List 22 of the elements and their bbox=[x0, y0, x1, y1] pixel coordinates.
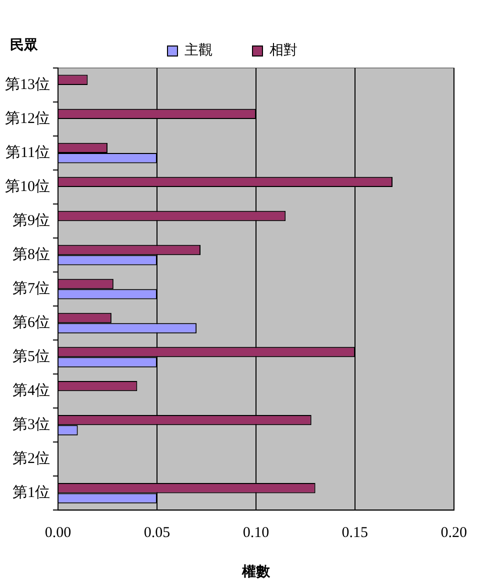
x-tick-label: 0.15 bbox=[342, 525, 368, 542]
y-tick-label: 第12位 bbox=[5, 110, 50, 127]
y-tick-label: 第10位 bbox=[5, 178, 50, 195]
y-tick-label: 第7位 bbox=[12, 280, 50, 298]
y-tick-label: 第9位 bbox=[12, 212, 50, 230]
legend-label: 主觀 bbox=[184, 42, 212, 59]
y-tick-label: 第1位 bbox=[12, 484, 50, 502]
y-tick-label: 第8位 bbox=[12, 246, 50, 264]
x-tick-label: 0.00 bbox=[44, 525, 72, 542]
x-tick-label: 0.05 bbox=[144, 525, 170, 542]
y-axis-title: 民眾 bbox=[10, 38, 38, 54]
y-tick-label: 第13位 bbox=[5, 76, 50, 93]
x-tick-label: 0.10 bbox=[242, 525, 270, 542]
x-tick-label: 0.20 bbox=[440, 525, 467, 542]
y-tick-label: 第2位 bbox=[12, 450, 50, 468]
y-tick-label: 第3位 bbox=[12, 416, 50, 434]
y-tick-label: 第6位 bbox=[12, 314, 50, 332]
y-tick-label: 第11位 bbox=[6, 144, 50, 161]
y-tick-label: 第4位 bbox=[12, 382, 50, 400]
x-axis-title: 權數 bbox=[240, 564, 271, 580]
legend-label: 相對 bbox=[270, 42, 298, 59]
y-tick-label: 第5位 bbox=[12, 348, 50, 366]
